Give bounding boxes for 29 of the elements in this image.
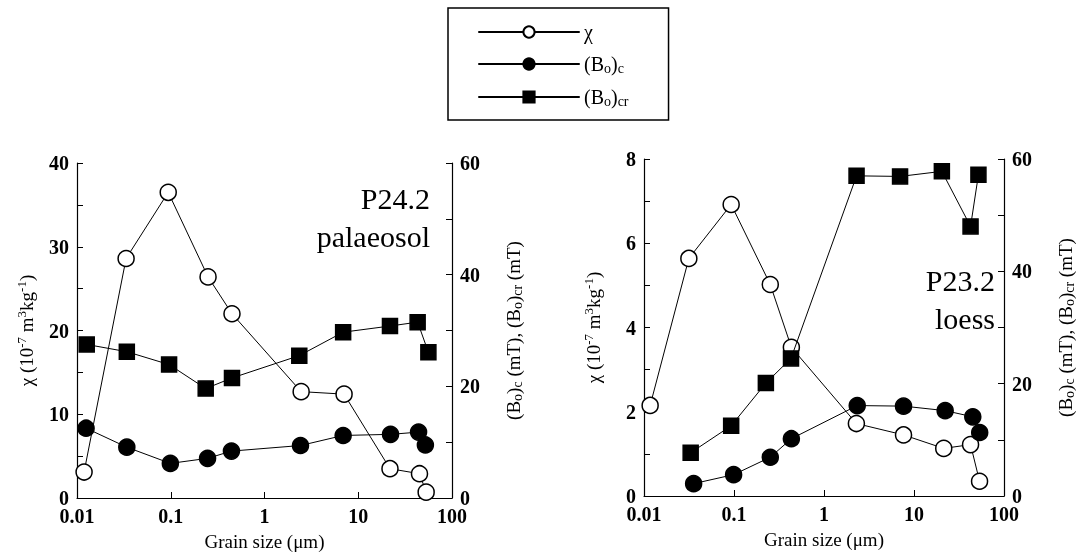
x-tick-label: 1	[819, 503, 829, 525]
x-axis-title: Grain size (μm)	[764, 529, 884, 551]
y2-tick-label: 40	[460, 263, 480, 286]
legend-label: (Bo)cr	[584, 86, 629, 109]
y-tick-label: 30	[49, 235, 69, 258]
y-tick-label: 10	[49, 403, 69, 426]
y2-tick-label: 60	[1012, 148, 1032, 170]
annotation: loess	[935, 301, 995, 335]
y-tick-label: 4	[626, 316, 636, 339]
x-tick-label: 10	[904, 503, 924, 525]
legend-label: (Bo)c	[584, 53, 624, 76]
y2-tick-label: 20	[460, 375, 480, 398]
y-tick-label: 20	[49, 319, 69, 342]
y2-tick-label: 40	[1012, 260, 1032, 283]
y-tick-label: 6	[626, 232, 636, 255]
x-tick-label: 10	[348, 505, 369, 527]
x-axis-title: Grain size (μm)	[204, 531, 325, 553]
annotation: palaeosol	[316, 219, 430, 253]
annotation: P24.2	[360, 181, 430, 215]
x-tick-label: 1	[259, 505, 270, 527]
y2-tick-label: 60	[460, 152, 480, 174]
x-tick-label: 0.1	[158, 505, 184, 527]
y-tick-label: 8	[626, 148, 636, 170]
annotation: P23.2	[925, 263, 995, 297]
x-tick-label: 0.1	[721, 503, 747, 525]
y-tick-label: 40	[49, 152, 69, 174]
y-tick-label: 2	[626, 400, 636, 423]
y2-tick-label: 20	[1012, 372, 1032, 395]
legend-label: χ	[583, 21, 593, 44]
